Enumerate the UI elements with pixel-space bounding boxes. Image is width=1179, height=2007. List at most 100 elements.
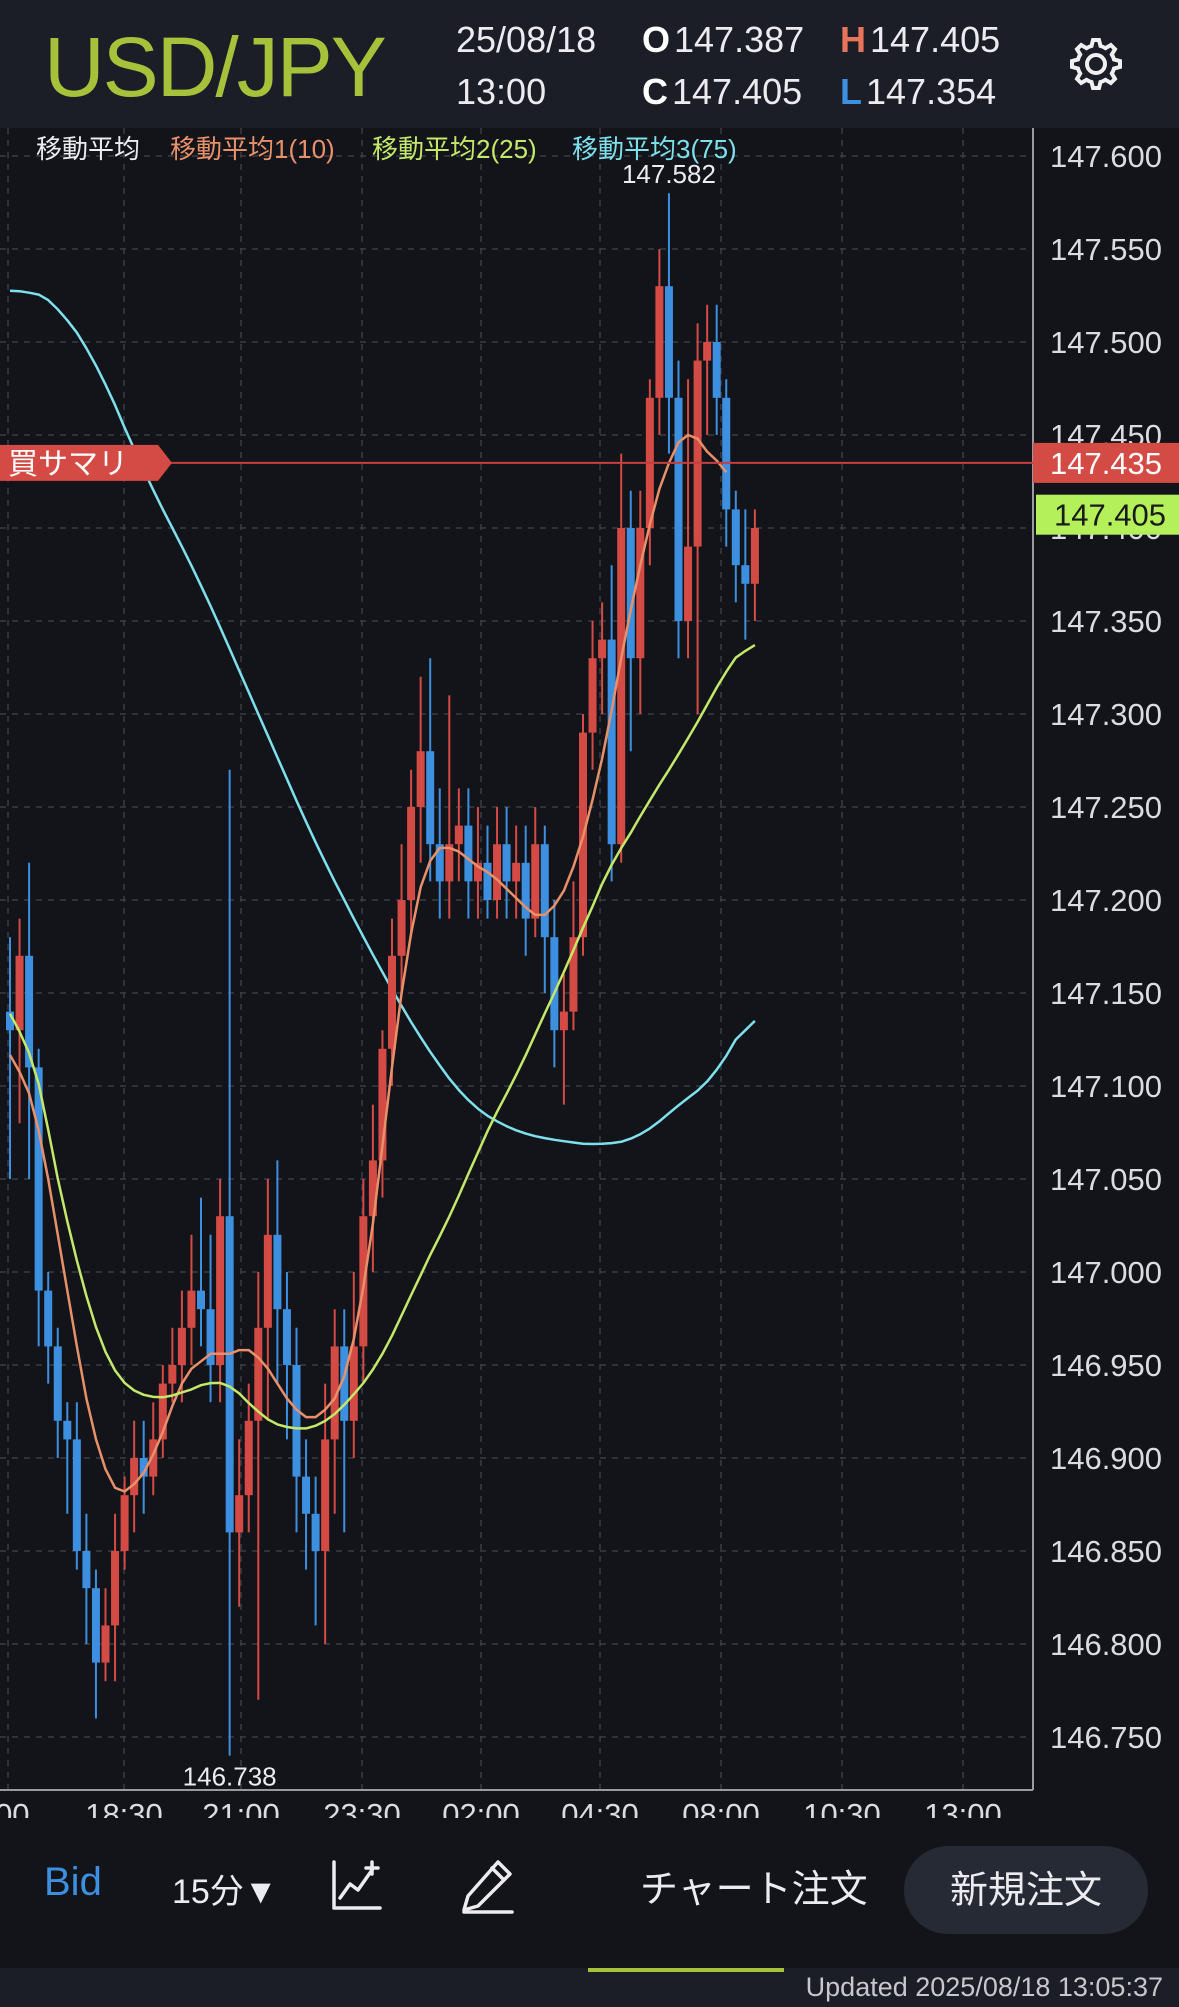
candle-body	[407, 807, 416, 900]
candle-body	[263, 1234, 272, 1328]
candle-body	[416, 751, 425, 807]
candle-body	[34, 1067, 43, 1291]
candle-body	[531, 844, 540, 919]
time-tick-label: 21:00	[202, 1797, 280, 1818]
candle-body	[206, 1309, 215, 1365]
candle-body	[435, 844, 444, 882]
high-value: 147.405	[870, 19, 1001, 60]
ma-legend-title: 移動平均	[36, 134, 140, 164]
new-order-button[interactable]: 新規注文	[904, 1846, 1148, 1934]
close-value: 147.405	[672, 71, 803, 112]
candle-body	[82, 1551, 91, 1589]
price-tick-label: 146.800	[1050, 1627, 1162, 1662]
bid-toggle[interactable]: Bid	[44, 1860, 102, 1904]
candle-body	[512, 862, 521, 882]
high-key: H	[840, 19, 866, 60]
candle-body	[321, 1439, 330, 1551]
candle-body	[282, 1309, 291, 1365]
candle-time: 13:00	[456, 71, 547, 112]
price-tick-label: 147.100	[1050, 1069, 1162, 1104]
time-tick-label: 23:30	[323, 1797, 401, 1818]
candle-body	[368, 1160, 377, 1217]
candle-body	[158, 1383, 167, 1440]
price-tick-label: 147.250	[1050, 790, 1162, 825]
candle-body	[493, 844, 502, 900]
time-tick-label: 02:00	[442, 1797, 520, 1818]
timeframe-select[interactable]: 15分▼	[172, 1873, 278, 1911]
candle-body	[703, 342, 712, 361]
close-price: C 147.405	[642, 72, 802, 112]
ma-lines	[8, 433, 756, 1493]
candle-body	[464, 825, 473, 882]
candle-body	[15, 955, 24, 1031]
candle-body	[302, 1476, 311, 1514]
candle-body	[397, 900, 406, 956]
candle-body	[607, 639, 616, 845]
ma1-line	[8, 433, 728, 1493]
candle-body	[91, 1588, 100, 1663]
price-tick-label: 146.850	[1050, 1534, 1162, 1569]
candle-body	[349, 1346, 358, 1421]
candle-body	[44, 1290, 53, 1347]
candle-body	[168, 1365, 177, 1384]
candle-body	[244, 1420, 253, 1496]
candle-body	[617, 528, 626, 845]
candlestick-chart[interactable]: 147.600147.550147.500147.450147.400147.3…	[0, 128, 1179, 1818]
candle-body	[664, 286, 673, 398]
price-tick-label: 147.300	[1050, 697, 1162, 732]
candle-body	[139, 1458, 148, 1477]
candle-body	[426, 751, 435, 845]
buy-summary-label: 買サマリ	[8, 448, 128, 481]
candle-body	[120, 1495, 129, 1551]
candle-body	[197, 1290, 205, 1310]
candle-body	[445, 844, 454, 882]
price-tick-label: 146.900	[1050, 1441, 1162, 1476]
currency-pair-symbol[interactable]: USD/JPY	[44, 20, 387, 114]
buy-summary-tag[interactable]: 買サマリ	[0, 444, 172, 481]
chart-high-label: 147.582	[622, 159, 716, 189]
candle-body	[588, 658, 597, 733]
candle-body	[569, 937, 578, 1012]
gear-icon[interactable]	[1066, 34, 1126, 94]
candle-body	[187, 1290, 196, 1328]
candle-body	[473, 862, 482, 882]
chart-order-button[interactable]: チャート注文	[640, 1869, 868, 1911]
candle-body	[6, 1011, 14, 1031]
candle-body	[741, 565, 750, 584]
price-tick-label: 147.500	[1050, 325, 1162, 360]
line-chart-icon[interactable]	[330, 1858, 384, 1912]
low-value: 147.354	[866, 71, 997, 112]
price-axis: 147.600147.550147.500147.450147.400147.3…	[1050, 139, 1162, 1755]
candle-body	[550, 937, 559, 1031]
price-tick-label: 147.350	[1050, 604, 1162, 639]
candle-body	[559, 1011, 568, 1031]
ma3-line-path	[9, 289, 756, 1146]
candle-body	[750, 528, 759, 584]
pencil-icon[interactable]	[460, 1856, 516, 1914]
candle-body	[311, 1513, 320, 1551]
candle-body	[340, 1346, 349, 1421]
low-price: L 147.354	[840, 72, 996, 112]
candle-body	[111, 1551, 120, 1626]
time-axis: :00 18:30 21:00 23:30 02:00 04:30 08:00 10:30 13…	[0, 1797, 1002, 1818]
price-tick-label: 146.750	[1050, 1720, 1162, 1755]
candle-body	[388, 955, 396, 1049]
ma2-line	[8, 644, 756, 1430]
candle-body	[177, 1327, 186, 1365]
candle-body	[235, 1495, 244, 1533]
candle-body	[292, 1365, 301, 1477]
price-tick-label: 147.600	[1050, 139, 1162, 174]
current-price: 147.405	[1054, 498, 1166, 533]
candle-body	[454, 825, 463, 845]
candle-body	[273, 1234, 282, 1310]
candle-body	[502, 844, 511, 882]
buy-summary-price-box	[1033, 442, 1179, 483]
candle-body	[72, 1439, 81, 1551]
refresh-progress-bar	[588, 1968, 784, 1972]
time-tick-label: 10:30	[803, 1797, 881, 1818]
chart-header: USD/JPY 25/08/18 13:00 O 147.387 C 147.405…	[0, 0, 1179, 128]
candle-body	[130, 1458, 139, 1496]
open-price: O 147.387	[642, 20, 804, 60]
candle-body	[693, 360, 702, 547]
candle-date: 25/08/18	[456, 19, 597, 60]
